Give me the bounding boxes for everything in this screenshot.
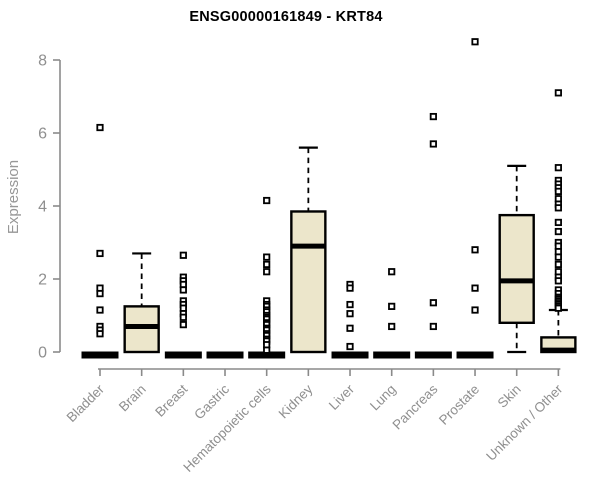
outlier-point <box>263 268 271 276</box>
outlier-point <box>554 89 562 97</box>
flat-box <box>456 351 494 359</box>
outlier-point <box>346 342 354 351</box>
outlier-point <box>554 204 562 212</box>
box-group-kidney <box>290 146 327 354</box>
outlier-point <box>346 284 354 292</box>
x-tick-label-unknown-other: Unknown / Other <box>483 381 566 464</box>
box-group-lung <box>373 268 411 359</box>
outlier-point <box>179 251 187 259</box>
outlier-point <box>263 196 271 205</box>
outlier-point <box>96 123 104 132</box>
y-tick-label: 4 <box>38 199 47 216</box>
outlier-point <box>388 268 396 276</box>
outlier-point <box>346 310 354 318</box>
box-group-liver <box>331 280 369 359</box>
outlier-point <box>429 140 437 148</box>
outlier-point <box>429 299 437 307</box>
box-group-hematopoietic-cells <box>248 196 286 359</box>
outlier-point <box>554 164 562 172</box>
outlier-point <box>429 112 437 121</box>
y-tick-label: 8 <box>38 53 47 70</box>
outlier-point <box>471 306 479 314</box>
outlier-point <box>471 284 479 292</box>
outlier-point <box>471 246 479 254</box>
outlier-point <box>554 304 562 312</box>
box-group-unknown-other <box>540 89 577 354</box>
x-tick-label-liver: Liver <box>326 381 358 413</box>
outlier-point <box>179 286 187 294</box>
outlier-point <box>179 313 187 321</box>
outlier-point <box>96 330 104 338</box>
chart-title: ENSG00000161849 - KRT84 <box>189 9 383 25</box>
outlier-point <box>471 38 479 46</box>
x-tick-label-breast: Breast <box>152 381 190 419</box>
x-tick-label-kidney: Kidney <box>276 381 316 421</box>
outlier-point <box>554 253 562 261</box>
x-tick-label-bladder: Bladder <box>64 381 108 425</box>
box-group-skin <box>498 164 535 354</box>
box-group-pancreas <box>414 112 452 359</box>
x-tick-label-gastric: Gastric <box>191 381 232 422</box>
box-group-bladder <box>81 123 119 359</box>
outlier-point <box>388 322 396 331</box>
box <box>123 305 160 354</box>
outlier-point <box>388 302 396 310</box>
outlier-point <box>96 306 104 314</box>
box-group-gastric <box>206 351 244 359</box>
flat-box <box>414 351 452 359</box>
box-group-prostate <box>456 38 494 359</box>
outlier-point <box>179 321 187 329</box>
y-axis: 0 2 4 6 8 <box>38 53 61 362</box>
outlier-point <box>346 300 354 309</box>
x-tick-label-prostate: Prostate <box>436 382 482 428</box>
box-group-brain <box>123 252 160 354</box>
x-tick-label-brain: Brain <box>116 382 149 415</box>
outlier-point <box>554 227 562 236</box>
outlier-point <box>554 218 562 227</box>
outlier-point <box>96 249 104 258</box>
box-group-breast <box>164 251 202 359</box>
outlier-point <box>263 260 271 269</box>
outlier-point <box>96 289 104 298</box>
outlier-point <box>554 277 562 285</box>
x-tick-label-pancreas: Pancreas <box>390 381 441 432</box>
outlier-point <box>346 324 354 332</box>
flat-box <box>164 351 202 359</box>
flat-box <box>81 351 119 359</box>
outlier-point <box>263 253 271 261</box>
flat-box <box>248 351 286 359</box>
y-tick-label: 0 <box>38 345 47 362</box>
box <box>290 210 327 354</box>
x-tick-label-skin: Skin <box>495 382 524 411</box>
flat-box <box>206 351 244 359</box>
y-tick-label: 6 <box>38 126 47 143</box>
flat-box <box>331 351 369 359</box>
y-tick-label: 2 <box>38 272 47 289</box>
outlier-point <box>263 346 271 354</box>
box <box>498 213 535 325</box>
outlier-point <box>554 187 562 195</box>
x-tick-label-lung: Lung <box>367 382 399 414</box>
outlier-point <box>429 322 437 331</box>
outlier-point <box>554 260 562 269</box>
flat-box <box>373 351 411 359</box>
